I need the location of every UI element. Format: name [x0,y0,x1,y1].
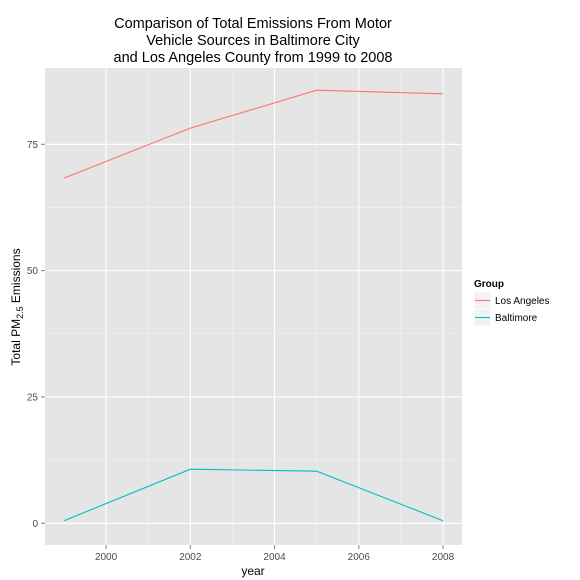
legend-label-baltimore: Baltimore [495,313,538,324]
chart-title-line-2: Vehicle Sources in Baltimore City [146,33,360,49]
plot-panel [45,68,462,545]
y-tick-label: 0 [32,519,38,530]
series-line-baltimore [63,468,444,522]
chart-title-line-3: and Los Angeles County from 1999 to 2008 [114,50,393,66]
y-axis-title-subscript: 2.5 [15,306,25,319]
y-tick-label: 75 [27,140,39,151]
y-tick-label: 50 [27,266,39,277]
chart-title-line-1: Comparison of Total Emissions From Motor [114,16,392,32]
x-tick-label: 2004 [263,552,286,563]
x-axis: 2000 2002 2004 2006 2008 [95,545,455,563]
x-tick-label: 2002 [179,552,202,563]
x-tick-label: 2000 [95,552,118,563]
series-lines [63,89,444,522]
legend-label-los-angeles: Los Angeles [495,296,550,307]
y-tick-label: 25 [27,392,39,403]
y-axis-title: Total PM2.5 Emissions [9,248,25,365]
chart-title: Comparison of Total Emissions From Motor… [114,16,393,66]
legend-title: Group [474,279,504,290]
x-tick-label: 2006 [348,552,371,563]
x-tick-label: 2008 [432,552,455,563]
x-axis-title: year [241,564,264,578]
y-axis: 0 25 50 75 [27,140,45,530]
y-axis-title-prefix: Total PM [9,319,23,366]
legend: Group Los Angeles Baltimore [473,279,550,327]
minor-gridlines [45,68,462,545]
y-axis-title-suffix: Emissions [9,248,23,306]
major-gridlines [45,68,462,545]
series-line-los-angeles [63,89,444,179]
